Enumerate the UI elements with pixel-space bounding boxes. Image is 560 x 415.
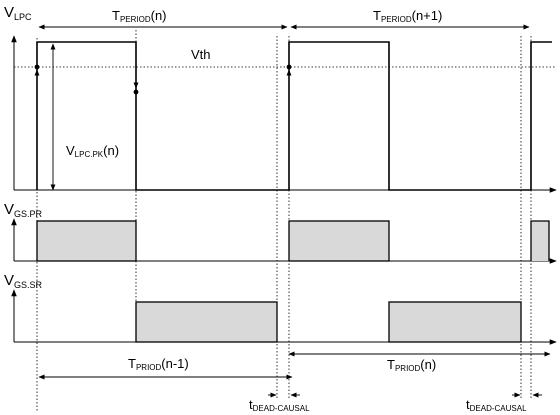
t-priod-nm1-label: TPRIOD(n-1) <box>128 356 189 372</box>
pr-pulse-1 <box>36 220 137 262</box>
vlpc-plot <box>11 24 557 193</box>
vlpc-axis-label: VLPC <box>4 4 32 22</box>
vth-cross-dot-2 <box>286 64 292 70</box>
bottom-period-annotations <box>38 351 551 398</box>
sr-pulse-1 <box>135 301 278 343</box>
pr-pulse-3 <box>530 220 550 261</box>
dead-time-2-label: tDEAD-CAUSAL <box>466 397 527 413</box>
pr-pulse-2 <box>288 220 390 262</box>
vlpc-fall-dot <box>133 89 139 95</box>
vgs-pr-plot <box>11 218 557 264</box>
vgs-sr-axis-label: VGS.SR <box>4 272 43 290</box>
vlpc-pk-label: VLPC.PK(n) <box>66 143 119 159</box>
t-period-n-label: TPERIOD(n) <box>112 8 167 24</box>
t-priod-n-label: TPRIOD(n) <box>387 357 436 373</box>
vgs-pr-axis-label: VGS.PR <box>4 201 43 219</box>
vgs-sr-plot <box>11 289 557 345</box>
dead-time-1-label: tDEAD-CAUSAL <box>249 397 310 413</box>
vth-cross-dot-1 <box>34 64 40 70</box>
sr-pulse-2 <box>388 301 522 343</box>
vth-label: Vth <box>191 47 211 62</box>
t-period-n1-label: TPERIOD(n+1) <box>373 8 442 24</box>
vlpc-waveform <box>36 41 552 191</box>
